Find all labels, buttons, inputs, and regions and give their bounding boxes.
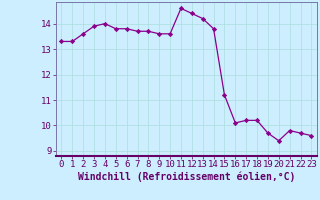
X-axis label: Windchill (Refroidissement éolien,°C): Windchill (Refroidissement éolien,°C): [78, 172, 295, 182]
